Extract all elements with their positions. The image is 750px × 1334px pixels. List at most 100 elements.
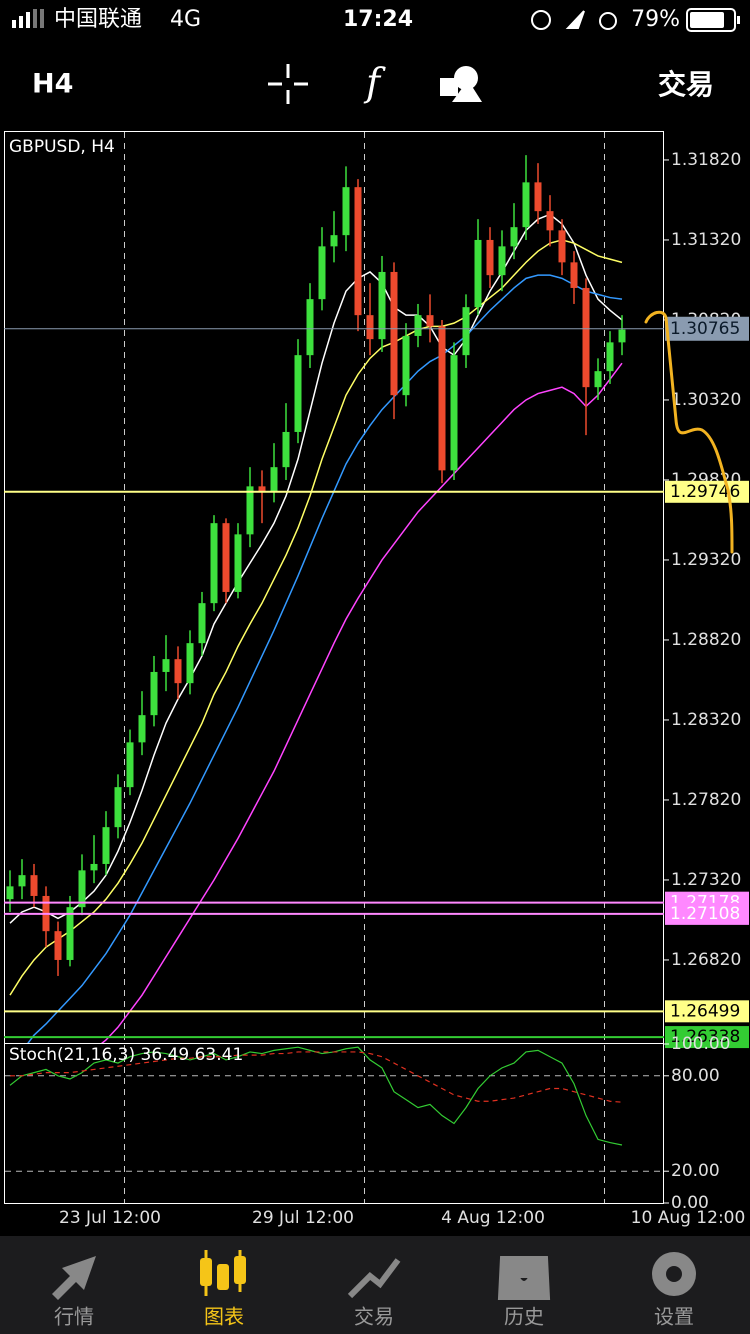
y-tick-label: 1.29320 — [671, 550, 741, 570]
stoch-tick-label: 20.00 — [671, 1161, 720, 1181]
candle-body — [330, 235, 338, 247]
candle-body — [366, 315, 374, 340]
level-label: 1.26499 — [670, 1001, 740, 1021]
moving-average — [27, 274, 623, 1043]
tab-label[interactable]: 交易 — [354, 1305, 394, 1329]
tab-label[interactable]: 设置 — [654, 1305, 694, 1329]
tab-label[interactable]: 行情 — [54, 1305, 94, 1329]
candle-body — [378, 271, 386, 340]
candle-body — [426, 315, 434, 327]
tab-label[interactable]: 图表 — [204, 1305, 244, 1329]
candle-body — [102, 827, 110, 864]
candle-body — [318, 246, 326, 300]
period-separators — [124, 132, 605, 1203]
price-pane — [6, 155, 626, 1043]
y-tick-label: 1.28320 — [671, 710, 741, 730]
candle-body — [438, 326, 446, 471]
signal-icon — [12, 9, 44, 28]
candle-body — [54, 931, 62, 960]
candle-body — [282, 431, 290, 468]
candle-body — [498, 246, 506, 276]
indicators-button[interactable]: f — [363, 61, 386, 105]
candle-body — [306, 299, 314, 356]
candle-body — [618, 329, 626, 343]
trade-button[interactable]: 交易 — [658, 68, 714, 101]
candle-body — [558, 230, 566, 263]
current-price-box — [665, 316, 749, 341]
y-tick-label: 1.28820 — [671, 630, 741, 650]
objects-button[interactable] — [440, 66, 482, 102]
carrier: 中国联通 — [54, 7, 142, 32]
network: 4G — [170, 7, 201, 32]
candle-body — [450, 355, 458, 471]
candle-body — [534, 182, 542, 212]
candle-body — [90, 863, 98, 871]
clock: 17:24 — [343, 7, 413, 32]
x-tick-label: 23 Jul 12:00 — [59, 1208, 161, 1228]
candle-body — [594, 371, 602, 388]
axes: 1.318201.313201.308201.303201.298201.293… — [4, 150, 749, 1228]
candle-body — [414, 315, 422, 336]
candle-body — [126, 742, 134, 788]
candle-body — [138, 715, 146, 743]
hand-drawn-annotation — [644, 310, 734, 554]
moving-average — [9, 213, 623, 924]
candle-body — [462, 307, 470, 356]
stoch-tick-label: 80.00 — [671, 1066, 720, 1086]
level-label: 1.26338 — [670, 1027, 740, 1047]
candle-body — [474, 239, 482, 308]
y-tick-label: 1.31820 — [671, 150, 741, 170]
candle-body — [186, 643, 194, 684]
candle-body — [390, 271, 398, 396]
candle-body — [342, 187, 350, 236]
y-tick-label: 1.26820 — [671, 950, 741, 970]
crosshair-button[interactable] — [268, 64, 308, 104]
level-label: 1.27108 — [670, 904, 740, 924]
tab-icons — [52, 1250, 696, 1300]
battery-icon — [686, 8, 740, 32]
candle-body — [606, 342, 614, 372]
candle-body — [66, 907, 74, 960]
candle-body — [234, 534, 242, 592]
stochastic-pane — [5, 1046, 663, 1172]
candle-body — [6, 886, 14, 900]
tab-bar — [0, 1236, 750, 1334]
chart-frame — [4, 131, 664, 1204]
candle-body — [150, 671, 158, 716]
candle-body — [162, 659, 170, 672]
x-tick-label: 4 Aug 12:00 — [441, 1208, 545, 1228]
y-tick-label: 1.30320 — [671, 390, 741, 410]
status-icons — [531, 10, 617, 30]
candle-body — [570, 262, 578, 288]
y-tick-label: 1.31320 — [671, 230, 741, 250]
candle-body — [174, 659, 182, 684]
candle-body — [270, 467, 278, 492]
chart-title: GBPUSD, H4 — [9, 137, 115, 157]
candle-body — [258, 486, 266, 492]
candle-body — [78, 870, 86, 908]
y-tick-label: 1.27320 — [671, 870, 741, 890]
stoch-signal — [10, 1051, 623, 1103]
candle-body — [114, 787, 122, 828]
candle-body — [510, 227, 518, 247]
candle-body — [294, 355, 302, 432]
candle-body — [582, 287, 590, 388]
stoch-tick-label: 0.00 — [671, 1193, 709, 1213]
candle-body — [198, 603, 206, 644]
x-tick-label: 10 Aug 12:00 — [631, 1208, 746, 1228]
candle-body — [222, 523, 230, 592]
candle-body — [246, 486, 254, 535]
battery-level: 79% — [631, 7, 680, 32]
level-label-box — [665, 1000, 749, 1023]
timeframe-button[interactable]: H4 — [32, 69, 73, 100]
candle-body — [402, 335, 410, 396]
moving-average — [100, 362, 623, 1043]
candle-body — [30, 875, 38, 896]
level-label: 1.29746 — [670, 482, 740, 502]
candle-body — [354, 187, 362, 316]
y-tick-label: 1.27820 — [671, 790, 741, 810]
tab-label[interactable]: 历史 — [504, 1305, 544, 1329]
candle-body — [546, 211, 554, 231]
candle-body — [522, 182, 530, 228]
